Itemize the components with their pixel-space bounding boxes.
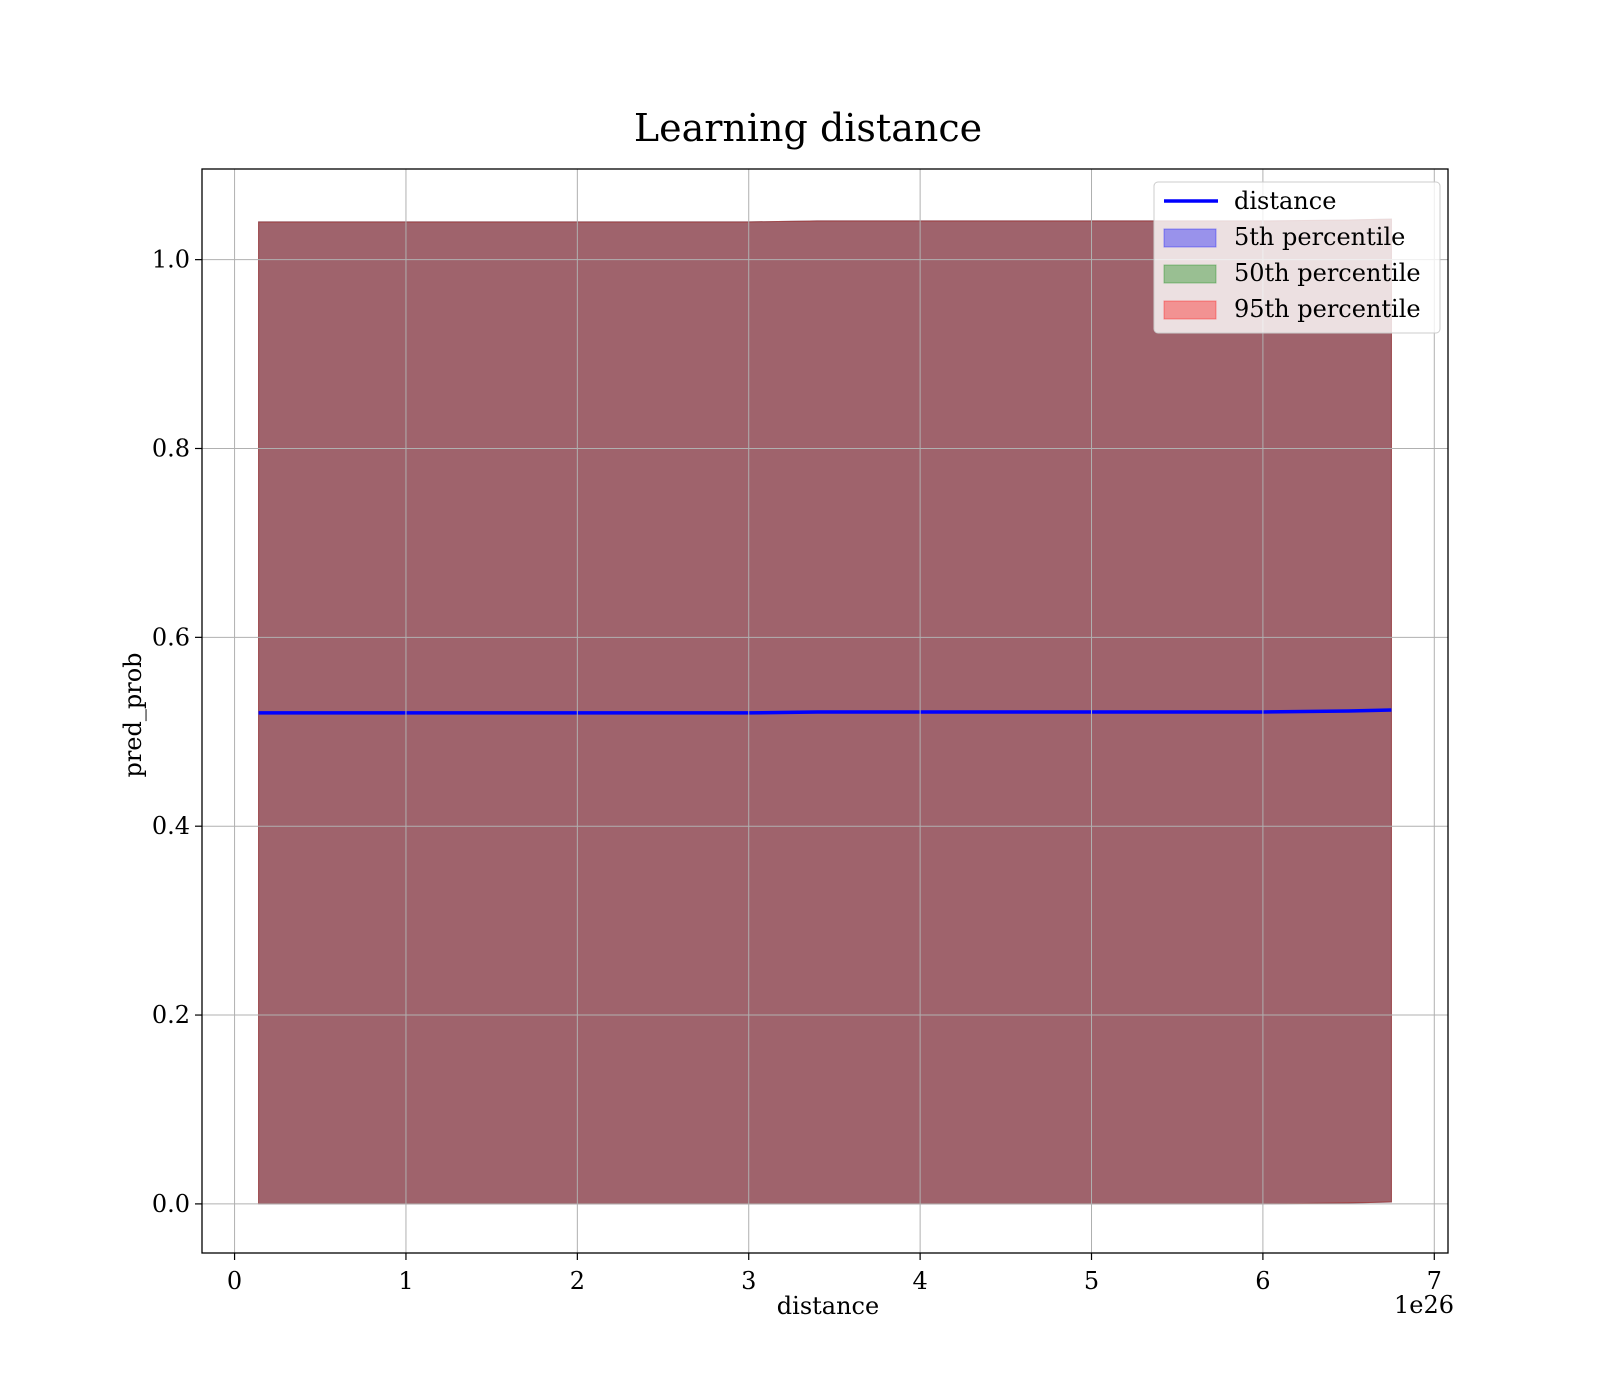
plot-frame — [201, 168, 1449, 1254]
y-tick-label: 0.8 — [152, 434, 190, 462]
x-offset-label: 1e26 — [1394, 1291, 1454, 1319]
plot-area — [258, 218, 1392, 1205]
legend: distance 5th percentile 50th percentile … — [1153, 181, 1441, 334]
y-axis-label: pred_prob — [119, 652, 147, 777]
legend-label-95th-percentile: 95th percentile — [1234, 295, 1421, 323]
x-tick-label: 2 — [570, 1267, 585, 1295]
x-tick-label: 3 — [741, 1267, 756, 1295]
x-tick-label: 1 — [398, 1267, 413, 1295]
legend-label-distance: distance — [1234, 187, 1336, 215]
chart-title: Learning distance — [634, 106, 982, 150]
legend-swatch-5th-percentile — [1163, 228, 1217, 248]
x-tick-label: 6 — [1255, 1267, 1270, 1295]
line-distance — [258, 708, 1392, 715]
legend-swatch-95th-percentile — [1163, 300, 1217, 320]
y-tick-label: 0.0 — [152, 1190, 190, 1218]
y-tick-label: 0.4 — [152, 812, 190, 840]
axis-ticks: 0 1 2 3 4 5 6 7 0.0 0.2 0.4 0.6 0.8 1.0 — [152, 246, 1442, 1295]
x-axis-label: distance — [777, 1292, 879, 1320]
y-tick-label: 0.2 — [152, 1001, 190, 1029]
x-tick-label: 7 — [1427, 1267, 1442, 1295]
legend-box — [1153, 181, 1441, 334]
x-tick-label: 5 — [1084, 1267, 1099, 1295]
legend-swatch-50th-percentile — [1163, 264, 1217, 284]
legend-label-5th-percentile: 5th percentile — [1234, 223, 1405, 251]
x-tick-label: 4 — [912, 1267, 927, 1295]
y-tick-label: 1.0 — [152, 246, 190, 274]
legend-label-50th-percentile: 50th percentile — [1234, 259, 1421, 287]
x-tick-label: 0 — [227, 1267, 242, 1295]
y-tick-label: 0.6 — [152, 623, 190, 651]
